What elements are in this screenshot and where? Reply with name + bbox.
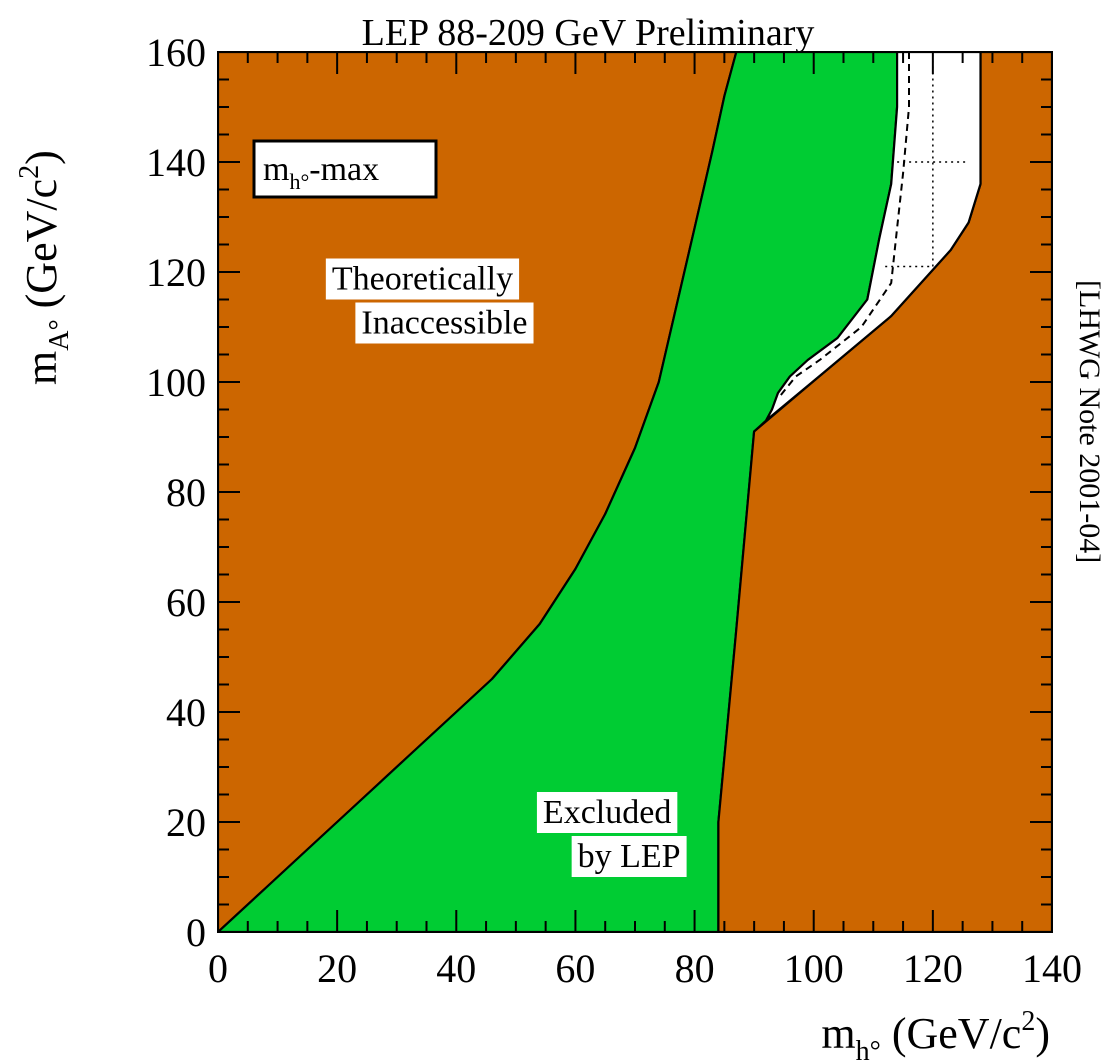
scenario-label: mh°-max xyxy=(263,151,379,194)
region-label-theory-left: Theoretically Inaccessible xyxy=(325,258,534,344)
region-label-line: Inaccessible xyxy=(361,305,527,342)
x-tick-label: 20 xyxy=(317,946,357,991)
region-label-excluded: Excluded by LEP xyxy=(536,792,687,877)
x-axis-label-units: (GeV/c xyxy=(881,1009,1022,1058)
x-ticks xyxy=(217,52,1053,932)
x-axis-label-sub: h° xyxy=(856,1036,881,1061)
x-tick-label: 60 xyxy=(555,946,595,991)
chart-title: LEP 88-209 GeV Preliminary xyxy=(362,12,815,54)
y-axis-label-main: m xyxy=(17,351,66,385)
scenario-box: mh°-max xyxy=(252,139,438,199)
scenario-main: m xyxy=(263,151,289,188)
x-tick-label: 120 xyxy=(903,946,963,991)
region-label-bg xyxy=(536,792,678,833)
x-tick-label: 0 xyxy=(208,946,228,991)
y-tick-label: 0 xyxy=(186,910,206,955)
y-axis-label-sup: 2 xyxy=(14,165,45,179)
expected-limit-group xyxy=(777,52,910,400)
y-tick-label: 120 xyxy=(146,250,206,295)
reference-grid xyxy=(885,52,969,268)
y-tick-labels: 0 20 40 60 80 100 120 140 160 xyxy=(146,30,206,955)
region-label-bg xyxy=(355,302,534,344)
y-axis-label: mA° (GeV/c2) xyxy=(14,150,75,385)
y-ticks xyxy=(218,51,1052,933)
x-axis-label-sup: 2 xyxy=(1021,1006,1035,1037)
scenario-sub: h° xyxy=(289,169,309,194)
y-tick-label: 140 xyxy=(146,140,206,185)
y-axis-label-units: (GeV/c xyxy=(17,179,66,320)
x-tick-label: 40 xyxy=(436,946,476,991)
region-label-bg xyxy=(571,836,687,877)
y-tick-label: 60 xyxy=(166,580,206,625)
region-label-line: by LEP xyxy=(578,838,681,875)
x-tick-labels: 0 20 40 60 80 100 120 140 xyxy=(208,946,1082,991)
expected-limit-line xyxy=(777,52,910,400)
side-note: [LHWG Note 2001-04] xyxy=(1073,280,1106,563)
x-axis-label-close: ) xyxy=(1035,1009,1050,1058)
region-allowed xyxy=(764,52,982,422)
y-tick-label: 100 xyxy=(146,360,206,405)
region-label-line: Excluded xyxy=(543,794,671,831)
region-label-bg xyxy=(325,258,520,300)
y-tick-label: 40 xyxy=(166,690,206,735)
y-tick-label: 80 xyxy=(166,470,206,515)
y-tick-label: 20 xyxy=(166,800,206,845)
scenario-box-frame xyxy=(252,139,438,199)
x-tick-label: 140 xyxy=(1022,946,1082,991)
y-axis-label-close: ) xyxy=(17,150,66,165)
scenario-suffix: -max xyxy=(309,151,379,188)
y-tick-label: 160 xyxy=(146,30,206,75)
region-label-line: Theoretically xyxy=(332,261,513,298)
region-labels: Theoretically Inaccessible Excluded by LEP xyxy=(325,258,687,877)
y-axis-label-sub: A° xyxy=(44,319,75,350)
x-tick-label: 80 xyxy=(675,946,715,991)
x-axis-label: mh° (GeV/c2) xyxy=(821,1006,1050,1061)
x-axis-label-main: m xyxy=(821,1009,855,1058)
x-tick-label: 100 xyxy=(784,946,844,991)
